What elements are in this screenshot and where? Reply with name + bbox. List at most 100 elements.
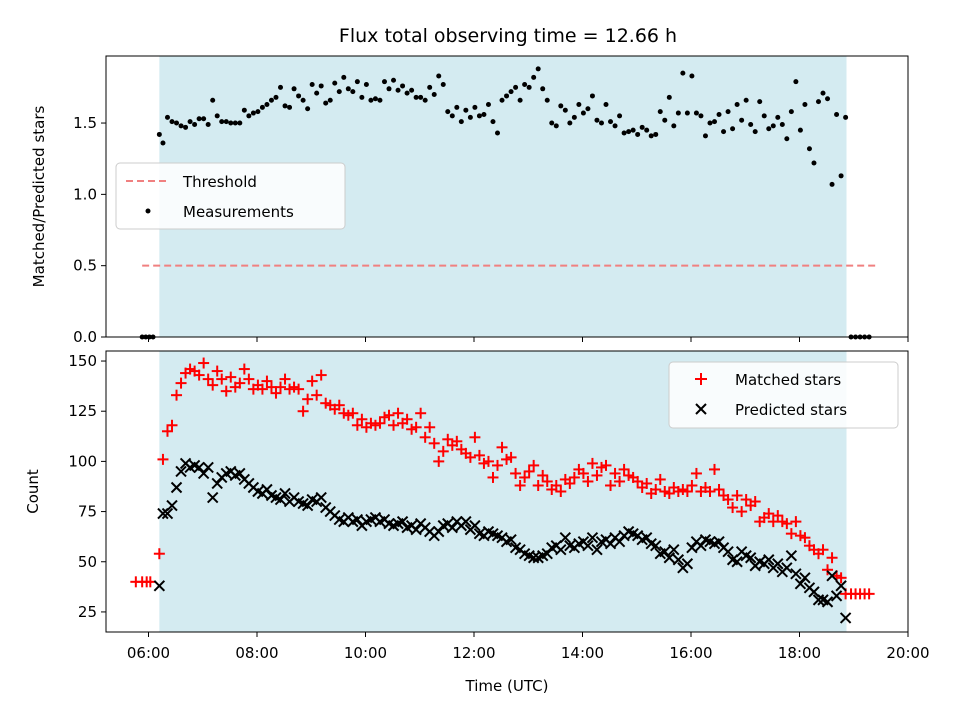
- measurement-point: [449, 113, 455, 119]
- matched-star-point: [315, 369, 327, 381]
- measurement-point: [305, 106, 311, 112]
- bottom-plot-frame: [105, 350, 909, 633]
- matched-star-point: [193, 369, 205, 381]
- predicted-star-point: [722, 546, 734, 558]
- matched-star-point: [311, 389, 323, 401]
- matched-star-point: [799, 532, 811, 544]
- bottom-y-ticks: 25 50 75 100 125 150: [68, 352, 106, 621]
- measurement-point: [544, 97, 550, 103]
- measurement-point: [418, 94, 424, 100]
- matched-star-point: [492, 459, 504, 471]
- measurement-point: [178, 123, 184, 129]
- measurement-point: [205, 121, 211, 127]
- predicted-star-point: [672, 554, 685, 566]
- matched-star-point: [437, 445, 449, 457]
- measurement-point: [540, 86, 546, 92]
- measurement-point: [164, 114, 170, 120]
- measurement-point: [463, 107, 469, 113]
- x-tick-label: 12:00: [452, 644, 495, 662]
- measurement-point: [264, 101, 270, 107]
- matched-star-point: [383, 409, 395, 421]
- measurement-point: [354, 79, 360, 85]
- matched-star-point: [835, 572, 847, 584]
- measurement-point: [296, 93, 302, 99]
- measurement-point: [522, 82, 528, 88]
- predicted-star-point: [821, 596, 834, 608]
- predicted-star-point: [301, 499, 314, 512]
- y-tick-label: 0.0: [73, 328, 97, 346]
- matched-star-point: [582, 475, 594, 487]
- measurement-point: [490, 119, 496, 125]
- predicted-star-point: [555, 544, 567, 556]
- measurement-point: [427, 84, 433, 90]
- y-tick-label: 100: [68, 452, 97, 470]
- predicted-star-point: [197, 467, 210, 480]
- measurement-point: [775, 114, 781, 120]
- measurement-point: [553, 123, 559, 129]
- measurement-point: [580, 110, 586, 116]
- measurement-point: [223, 119, 229, 125]
- matched-star-point: [605, 479, 617, 491]
- matched-stars-series: [130, 357, 875, 600]
- measurement-point: [843, 114, 849, 120]
- measurement-point: [160, 140, 166, 146]
- top-panel: 0.0 0.5 1.0 1.5 Matched/Predicted stars Thr…: [30, 55, 909, 346]
- measurement-point: [648, 133, 654, 139]
- measurement-point: [702, 133, 708, 139]
- matched-star-point: [663, 488, 675, 500]
- measurement-point: [287, 104, 293, 110]
- measurement-point: [589, 93, 595, 99]
- predicted-star-point: [410, 523, 422, 536]
- x-tick-label: 06:00: [127, 644, 170, 662]
- measurement-point: [246, 113, 252, 119]
- measurement-point: [689, 73, 695, 79]
- matched-star-point: [220, 385, 232, 397]
- matched-star-point: [641, 477, 653, 489]
- measurement-point: [499, 97, 505, 103]
- predicted-star-point: [591, 544, 603, 556]
- measurement-point: [400, 83, 406, 89]
- matched-star-point: [333, 399, 345, 411]
- predicted-star-point: [835, 580, 847, 592]
- matched-star-point: [650, 483, 662, 495]
- top-y-axis-label: Matched/Predicted stars: [30, 106, 48, 288]
- matched-star-point: [704, 486, 716, 497]
- matched-star-point: [727, 502, 739, 514]
- matched-star-point: [614, 475, 626, 487]
- matched-star-point: [709, 463, 721, 475]
- matched-star-point: [419, 431, 431, 443]
- measurement-point: [458, 119, 464, 125]
- matched-star-point: [532, 479, 544, 491]
- measurement-point: [278, 84, 284, 90]
- predicted-stars-series: [153, 457, 852, 624]
- measurement-point: [368, 97, 374, 103]
- matched-star-point: [238, 363, 250, 375]
- measurement-point: [585, 106, 591, 112]
- predicted-star-point: [668, 544, 680, 556]
- matched-star-point: [863, 588, 875, 600]
- matched-star-point: [270, 387, 282, 399]
- predicted-star-point: [826, 570, 838, 582]
- predicted-star-point: [527, 552, 540, 564]
- matched-star-point: [781, 518, 793, 530]
- matched-star-point: [261, 375, 273, 387]
- measurement-point: [811, 160, 817, 166]
- measurement-point: [743, 97, 749, 103]
- predicted-star-point: [686, 541, 698, 554]
- predicted-star-point: [460, 515, 472, 528]
- measurement-point: [635, 131, 641, 137]
- measurement-point: [413, 94, 419, 100]
- measurement-point: [562, 107, 568, 113]
- bottom-y-axis-label: Count: [24, 469, 42, 514]
- matched-star-point: [564, 477, 576, 489]
- measurement-point: [440, 82, 446, 88]
- matched-star-point: [514, 479, 526, 491]
- matched-star-point: [681, 486, 693, 497]
- matched-star-point: [198, 357, 210, 369]
- matched-star-point: [731, 490, 743, 502]
- y-tick-label: 25: [78, 603, 97, 621]
- matched-star-point: [153, 548, 165, 560]
- measurement-point: [485, 101, 491, 107]
- y-tick-label: 125: [68, 402, 97, 420]
